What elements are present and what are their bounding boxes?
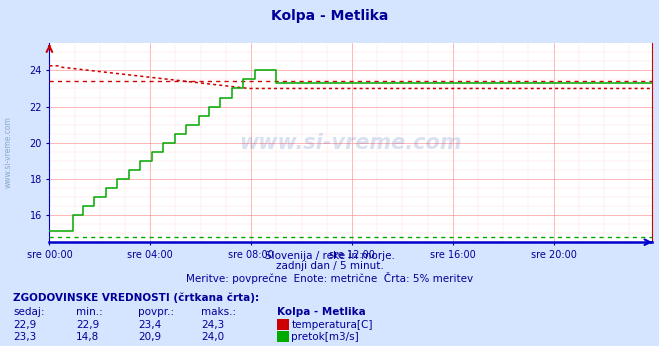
- Text: 24,3: 24,3: [201, 320, 224, 330]
- Text: pretok[m3/s]: pretok[m3/s]: [291, 332, 359, 342]
- Text: 20,9: 20,9: [138, 332, 161, 342]
- Text: 14,8: 14,8: [76, 332, 99, 342]
- Text: 23,4: 23,4: [138, 320, 161, 330]
- Text: povpr.:: povpr.:: [138, 307, 175, 317]
- Text: ZGODOVINSKE VREDNOSTI (črtkana črta):: ZGODOVINSKE VREDNOSTI (črtkana črta):: [13, 292, 259, 303]
- Text: zadnji dan / 5 minut.: zadnji dan / 5 minut.: [275, 261, 384, 271]
- Text: www.si-vreme.com: www.si-vreme.com: [240, 133, 462, 153]
- Text: temperatura[C]: temperatura[C]: [291, 320, 373, 330]
- Text: sedaj:: sedaj:: [13, 307, 45, 317]
- Text: 23,3: 23,3: [13, 332, 36, 342]
- Text: www.si-vreme.com: www.si-vreme.com: [4, 116, 13, 188]
- Text: Kolpa - Metlika: Kolpa - Metlika: [271, 9, 388, 22]
- Text: Slovenija / reke in morje.: Slovenija / reke in morje.: [264, 251, 395, 261]
- Text: Kolpa - Metlika: Kolpa - Metlika: [277, 307, 366, 317]
- Text: 24,0: 24,0: [201, 332, 224, 342]
- Text: 22,9: 22,9: [76, 320, 99, 330]
- Text: 22,9: 22,9: [13, 320, 36, 330]
- Text: maks.:: maks.:: [201, 307, 236, 317]
- Text: Meritve: povprečne  Enote: metrične  Črta: 5% meritev: Meritve: povprečne Enote: metrične Črta:…: [186, 272, 473, 284]
- Text: min.:: min.:: [76, 307, 103, 317]
